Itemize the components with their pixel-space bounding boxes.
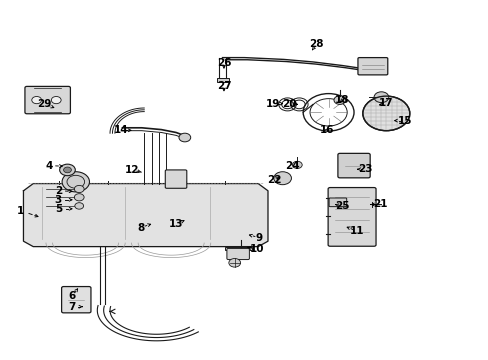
- Text: 7: 7: [68, 302, 76, 312]
- Text: 14: 14: [114, 125, 128, 135]
- Text: 24: 24: [285, 161, 299, 171]
- Text: 6: 6: [69, 291, 76, 301]
- Text: 13: 13: [168, 219, 183, 229]
- Text: 17: 17: [378, 98, 393, 108]
- Text: 8: 8: [137, 222, 144, 233]
- Circle shape: [62, 172, 89, 192]
- Polygon shape: [23, 184, 267, 247]
- Text: 21: 21: [372, 199, 387, 210]
- Text: 2: 2: [55, 186, 62, 196]
- Text: 15: 15: [397, 116, 411, 126]
- Circle shape: [75, 203, 83, 209]
- Bar: [216, 78, 228, 82]
- Text: 29: 29: [37, 99, 51, 109]
- FancyBboxPatch shape: [328, 198, 346, 207]
- Circle shape: [32, 96, 41, 104]
- FancyBboxPatch shape: [61, 287, 91, 313]
- Text: 28: 28: [309, 39, 324, 49]
- Text: 18: 18: [334, 95, 349, 105]
- Text: 20: 20: [282, 99, 296, 109]
- Text: 10: 10: [249, 244, 264, 254]
- FancyBboxPatch shape: [357, 58, 387, 75]
- Circle shape: [60, 164, 75, 176]
- Text: 5: 5: [55, 204, 62, 214]
- Circle shape: [362, 96, 409, 131]
- Circle shape: [373, 92, 388, 103]
- FancyBboxPatch shape: [327, 188, 375, 246]
- Circle shape: [179, 133, 190, 142]
- Circle shape: [63, 167, 71, 173]
- Text: 16: 16: [319, 125, 333, 135]
- Circle shape: [333, 96, 345, 104]
- Circle shape: [273, 172, 291, 185]
- Text: 11: 11: [349, 226, 364, 236]
- Text: 4: 4: [45, 161, 53, 171]
- FancyBboxPatch shape: [165, 170, 186, 188]
- Circle shape: [292, 161, 302, 168]
- Text: 3: 3: [54, 195, 61, 205]
- FancyBboxPatch shape: [226, 248, 249, 260]
- Text: 23: 23: [358, 164, 372, 174]
- Circle shape: [51, 96, 61, 104]
- Text: 22: 22: [267, 175, 282, 185]
- Text: 25: 25: [334, 201, 349, 211]
- Circle shape: [74, 185, 84, 193]
- Circle shape: [74, 194, 84, 201]
- Text: 1: 1: [17, 206, 24, 216]
- FancyBboxPatch shape: [337, 153, 369, 178]
- Text: 12: 12: [124, 165, 139, 175]
- Text: 27: 27: [216, 81, 231, 91]
- Circle shape: [228, 258, 240, 267]
- Text: 9: 9: [255, 233, 262, 243]
- Bar: [224, 247, 251, 250]
- Text: 26: 26: [216, 58, 231, 68]
- FancyBboxPatch shape: [25, 86, 70, 114]
- Text: 19: 19: [265, 99, 280, 109]
